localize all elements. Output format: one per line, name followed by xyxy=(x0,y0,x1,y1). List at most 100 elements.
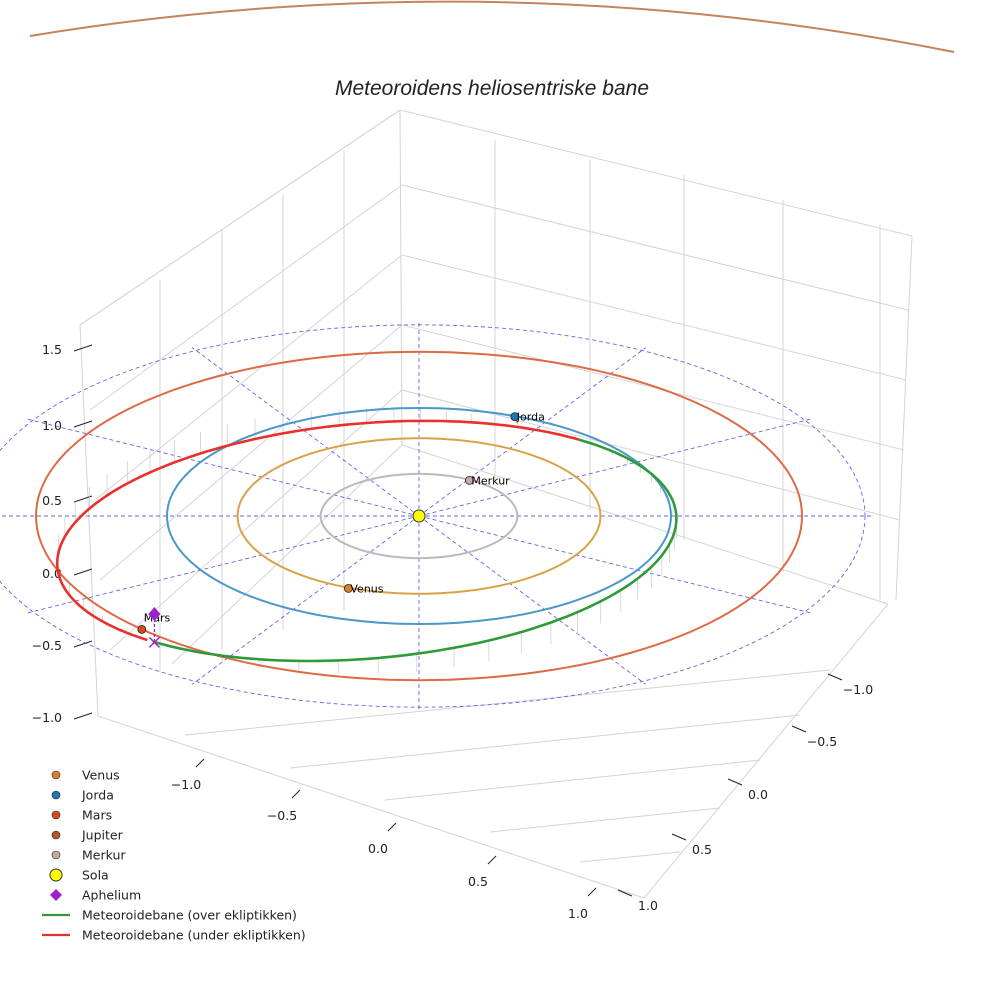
gridline xyxy=(401,184,909,311)
orbit-jorda xyxy=(165,406,672,626)
axis-ticks: −1.0 −0.5 0.0 0.5 1.0 1.5 −1.0 −0.5 0.0 0.5 1.0 −1.… xyxy=(32,342,874,921)
x-tick-label: 1.0 xyxy=(568,906,588,921)
legend-label: Jorda xyxy=(81,788,114,803)
point-markers: VenusJordaMarsMerkur xyxy=(137,411,545,648)
jupiter-orbit xyxy=(29,0,955,53)
gridline xyxy=(109,389,403,651)
legend-label: Mars xyxy=(82,808,112,823)
orbit-mars xyxy=(34,350,803,682)
z-tick-label: −1.0 xyxy=(32,710,62,725)
legend-label: Venus xyxy=(82,768,120,783)
meteoroid-orbit-above xyxy=(154,438,678,663)
box-edge xyxy=(643,603,889,899)
x-tick-label: −1.0 xyxy=(171,777,201,792)
meteoroid-orbit-below xyxy=(55,419,580,642)
gridline xyxy=(79,109,401,326)
ecliptic-spoke xyxy=(26,515,420,614)
meteoroid-drop-lines xyxy=(56,407,677,675)
legend-label: Aphelium xyxy=(82,888,141,903)
gridline xyxy=(401,324,905,451)
ecliptic-spoke xyxy=(26,418,420,517)
floor-gridline xyxy=(489,807,721,833)
y-tick-label: 0.5 xyxy=(692,842,712,857)
aphelion-projection-x xyxy=(148,636,160,648)
ecliptic-spoke xyxy=(418,515,812,614)
gridline xyxy=(401,389,901,521)
floor-gridline xyxy=(184,669,831,736)
x-tick-mark xyxy=(291,789,301,799)
orbit-venus xyxy=(236,437,602,595)
planet-marker-mars xyxy=(137,625,147,634)
z-tick-mark xyxy=(73,344,93,352)
gridline xyxy=(89,184,403,411)
legend-label: Sola xyxy=(82,868,109,883)
planet-marker-merkur xyxy=(464,475,474,485)
box-edge xyxy=(399,109,913,237)
legend-label: Jupiter xyxy=(81,828,124,843)
y-tick-label: −0.5 xyxy=(807,734,837,749)
aphelion-marker xyxy=(148,607,161,622)
ecliptic-ring xyxy=(0,324,866,708)
z-tick-mark xyxy=(73,495,93,503)
gridline xyxy=(94,254,403,501)
x-tick-mark xyxy=(587,887,597,897)
floor-gridline xyxy=(579,851,681,863)
y-tick-mark xyxy=(827,673,843,681)
jupiter-orbit-arc xyxy=(29,0,955,53)
z-tick-label: 1.5 xyxy=(42,342,62,357)
box-edge xyxy=(79,324,99,717)
ecliptic-spoke xyxy=(418,418,812,517)
legend-label: Meteoroidebane (under ekliptikken) xyxy=(82,928,306,943)
gridline xyxy=(401,254,907,381)
ecliptic-spoke xyxy=(418,347,647,517)
x-tick-label: 0.0 xyxy=(368,841,388,856)
z-tick-label: 0.5 xyxy=(42,493,62,508)
legend-swatch xyxy=(49,868,63,882)
z-tick-mark xyxy=(73,568,93,576)
legend: Venus Jorda Mars Jupiter Merkur Sola Aphelium M… xyxy=(42,768,306,943)
y-tick-mark xyxy=(617,889,633,897)
sun-marker xyxy=(412,509,426,523)
box-edge xyxy=(895,235,913,601)
x-tick-mark xyxy=(195,758,205,768)
ecliptic-spoke xyxy=(191,347,420,517)
axes-box xyxy=(79,109,913,899)
planet-label-merkur: Merkur xyxy=(471,474,510,487)
y-tick-label: 0.0 xyxy=(748,787,768,802)
x-tick-label: 0.5 xyxy=(468,874,488,889)
z-tick-mark xyxy=(73,640,93,648)
legend-label: Meteoroidebane (over ekliptikken) xyxy=(82,908,297,923)
z-tick-mark xyxy=(73,712,93,720)
y-tick-mark xyxy=(791,725,807,733)
legend-swatch xyxy=(50,889,62,901)
meteoroid-orbit xyxy=(55,419,678,663)
planet-label-venus: Venus xyxy=(350,582,383,595)
x-tick-label: −0.5 xyxy=(267,808,297,823)
legend-swatch xyxy=(51,790,61,800)
box-edge xyxy=(97,715,645,899)
y-tick-mark xyxy=(727,778,743,786)
z-tick-label: 1.0 xyxy=(42,418,62,433)
planet-marker-venus xyxy=(343,584,353,593)
x-tick-mark xyxy=(387,822,397,832)
y-tick-label: 1.0 xyxy=(638,898,658,913)
chart-title: Meteoroidens heliosentriske bane xyxy=(335,77,649,100)
x-tick-mark xyxy=(487,855,497,865)
box-edge xyxy=(401,444,889,605)
y-tick-label: −1.0 xyxy=(843,682,873,697)
ecliptic-spoke xyxy=(418,515,647,685)
legend-swatch xyxy=(51,830,61,840)
ecliptic-spoke xyxy=(191,515,420,685)
legend-swatch xyxy=(51,770,61,780)
z-tick-label: −0.5 xyxy=(32,638,62,653)
planet-label-jorda: Jorda xyxy=(516,411,545,424)
legend-swatch xyxy=(51,850,61,860)
floor-gridline xyxy=(289,714,801,769)
planet-orbits xyxy=(34,350,803,682)
planet-marker-jorda xyxy=(510,412,520,422)
legend-swatch xyxy=(51,810,61,820)
z-tick-mark xyxy=(73,420,93,428)
box-edge xyxy=(399,109,403,446)
y-tick-mark xyxy=(671,833,687,841)
